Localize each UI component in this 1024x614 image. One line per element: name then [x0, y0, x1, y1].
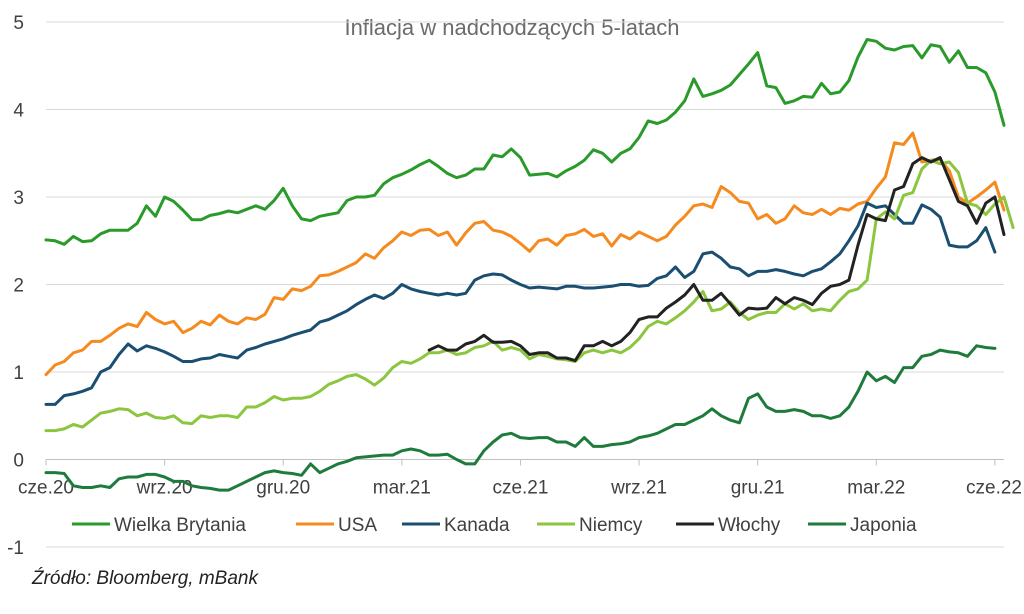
- legend-label: Włochy: [718, 515, 781, 536]
- legend-item: Kanada: [402, 515, 510, 536]
- x-tick-label: gru.20: [256, 478, 310, 499]
- legend: Wielka Brytania USA Kanada Niemcy Włochy Japo…: [72, 515, 917, 536]
- series-line-kanada: [44, 201, 997, 406]
- legend-label: USA: [338, 515, 377, 536]
- legend-item: Włochy: [676, 515, 781, 536]
- y-tick-label: 1: [13, 363, 24, 384]
- x-tick-label: cze.21: [492, 478, 548, 499]
- x-tick-label: wrz.21: [610, 478, 667, 499]
- y-tick-label: 5: [13, 13, 24, 34]
- y-tick-label: 2: [13, 276, 24, 297]
- y-tick-label: 0: [13, 451, 24, 472]
- gridlines: [46, 21, 1004, 548]
- series-line-usa: [44, 131, 1006, 377]
- x-tick-label: mar.21: [373, 478, 431, 499]
- chart-title: Inflacja w nadchodzących 5-latach: [344, 15, 679, 40]
- series-line-włochy: [427, 156, 1006, 363]
- y-tick-label: -1: [7, 538, 24, 559]
- y-axis-ticks: 5 4 3 2 1 0 -1: [7, 13, 24, 559]
- x-tick-label: cze.20: [18, 478, 74, 499]
- y-tick-label: 3: [13, 188, 24, 209]
- legend-label: Kanada: [444, 515, 510, 536]
- y-tick-label: 4: [13, 101, 24, 122]
- series-lines: [44, 38, 1015, 492]
- legend-item: USA: [296, 515, 377, 536]
- legend-label: Japonia: [850, 515, 917, 536]
- series-line-niemcy: [44, 158, 1015, 433]
- x-tick-label: gru.21: [731, 478, 785, 499]
- series-line-japonia: [44, 344, 997, 492]
- legend-label: Wielka Brytania: [114, 515, 246, 536]
- x-tick-label: cze.22: [966, 478, 1022, 499]
- legend-item: Japonia: [808, 515, 917, 536]
- source-note: Źródło: Bloomberg, mBank: [32, 568, 258, 589]
- series-line-wielka-brytania: [44, 38, 1006, 246]
- legend-item: Niemcy: [537, 515, 643, 536]
- legend-item: Wielka Brytania: [72, 515, 246, 536]
- x-tick-label: mar.22: [847, 478, 905, 499]
- x-axis-ticks: cze.20 wrz.20 gru.20 mar.21 cze.21 wrz.21 gru.…: [18, 459, 1022, 499]
- legend-label: Niemcy: [579, 515, 643, 536]
